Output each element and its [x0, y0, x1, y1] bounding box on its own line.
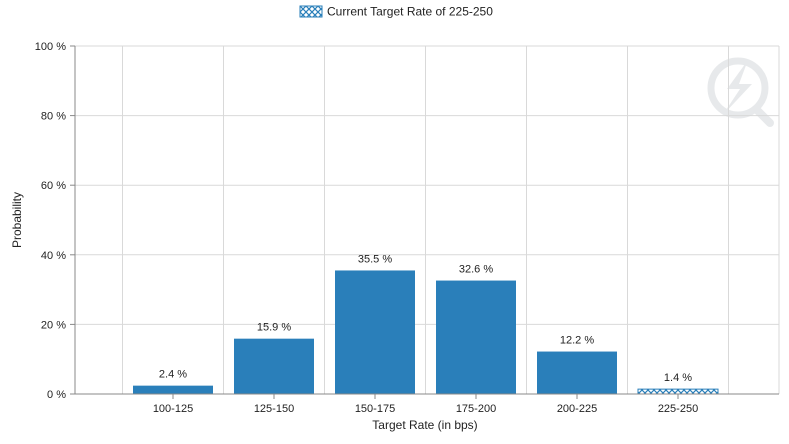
axes: 0 % 20 % 40 % 60 % 80 % 100 % 100-125 125-150 15…: [35, 41, 779, 415]
y-tick-label: 80 %: [41, 111, 66, 123]
bar-125-150[interactable]: [234, 338, 314, 394]
bar-150-175[interactable]: [335, 270, 415, 394]
x-tick-label: 100-125: [153, 403, 193, 415]
bar-175-200[interactable]: [436, 280, 516, 394]
data-label: 12.2 %: [560, 335, 594, 347]
y-tick-label: 0 %: [47, 389, 66, 401]
bars: [133, 270, 719, 395]
y-axis-title: Probability: [10, 192, 24, 248]
x-tick-label: 225-250: [658, 403, 698, 415]
data-label: 2.4 %: [159, 369, 187, 381]
bar-200-225[interactable]: [537, 351, 617, 394]
y-tick-label: 20 %: [41, 319, 66, 331]
x-tick-label: 125-150: [254, 403, 294, 415]
x-axis-title: Target Rate (in bps): [372, 418, 477, 432]
y-tick-label: 60 %: [41, 180, 66, 192]
data-label: 35.5 %: [358, 253, 392, 265]
x-tick-label: 175-200: [456, 403, 496, 415]
y-tick-label: 40 %: [41, 250, 66, 262]
legend-label: Current Target Rate of 225-250: [327, 5, 493, 19]
data-label: 15.9 %: [257, 322, 291, 334]
data-label: 32.6 %: [459, 264, 493, 276]
legend: Current Target Rate of 225-250: [299, 5, 493, 19]
x-tick-label: 150-175: [355, 403, 395, 415]
bar-100-125[interactable]: [133, 385, 213, 394]
bar-225-250[interactable]: [637, 388, 719, 395]
x-tick-label: 200-225: [557, 403, 597, 415]
y-tick-label: 100 %: [35, 41, 66, 53]
data-label: 1.4 %: [664, 372, 692, 384]
grid: [75, 45, 780, 394]
quotes-lightning-logo-icon: [707, 57, 774, 127]
data-labels: 2.4 % 15.9 % 35.5 % 32.6 % 12.2 % 1.4 %: [159, 253, 692, 384]
legend-swatch: [299, 5, 323, 18]
